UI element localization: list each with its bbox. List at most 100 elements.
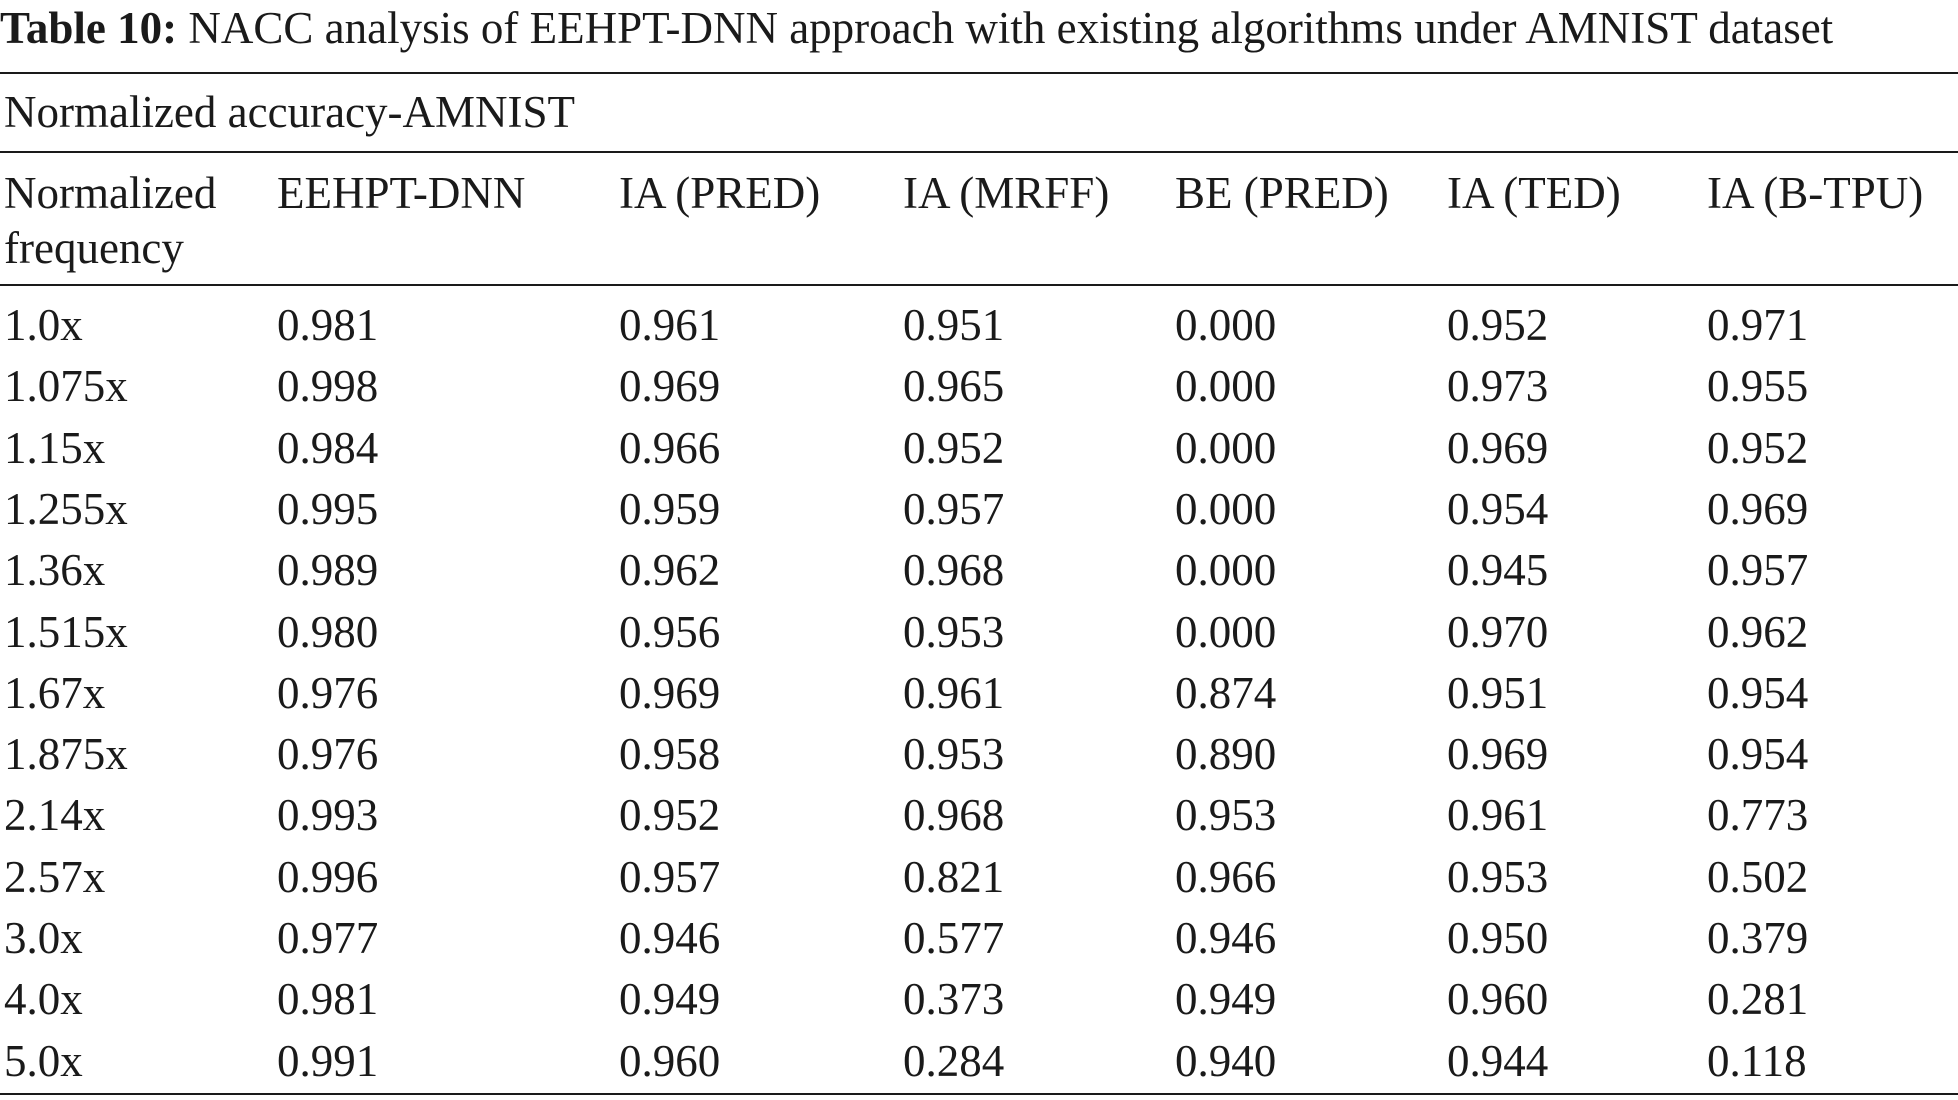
row-label-cell: 2.14x xyxy=(4,790,106,841)
table-cell: 0.996 xyxy=(277,851,379,902)
table-cell: 0.961 xyxy=(1447,790,1549,841)
table-cell: 0.952 xyxy=(1447,300,1549,350)
row-label-cell: 1.67x xyxy=(4,667,106,718)
table-cell: 0.980 xyxy=(277,606,379,657)
bottom-rule xyxy=(0,1093,1958,1095)
table-cell: 0.961 xyxy=(903,667,1005,718)
table-cell: 0.956 xyxy=(619,606,721,657)
table-cell: 0.000 xyxy=(1175,422,1277,473)
table-cell: 0.957 xyxy=(619,851,721,902)
table-cell: 0.960 xyxy=(619,1035,721,1086)
column-header: IA (B-TPU) xyxy=(1707,168,1924,218)
header-rule xyxy=(0,284,1958,286)
row-label-cell: 1.075x xyxy=(4,361,128,412)
row-label-cell: 3.0x xyxy=(4,913,83,963)
row-label-cell: 1.0x xyxy=(4,300,83,350)
table-cell: 0.949 xyxy=(1175,974,1277,1025)
table-cell: 0.970 xyxy=(1447,606,1549,657)
table-cell: 0.969 xyxy=(1447,422,1549,473)
table-cell: 0.373 xyxy=(903,974,1005,1025)
table-cell: 0.965 xyxy=(903,361,1005,412)
table-cell: 0.118 xyxy=(1707,1035,1807,1086)
row-label-cell: 1.515x xyxy=(4,606,128,657)
table-cell: 0.000 xyxy=(1175,545,1277,596)
table-cell: 0.968 xyxy=(903,790,1005,841)
table-cell: 0.958 xyxy=(619,729,721,780)
column-header: BE (PRED) xyxy=(1175,168,1389,218)
table-cell: 0.989 xyxy=(277,545,379,596)
table-cell: 0.981 xyxy=(277,300,379,350)
table-cell: 0.951 xyxy=(903,300,1005,350)
row-label-cell: 1.15x xyxy=(4,422,106,473)
table-cell: 0.976 xyxy=(277,667,379,718)
table-cell: 0.284 xyxy=(903,1035,1005,1086)
table-cell: 0.890 xyxy=(1175,729,1277,780)
table-cell: 0.951 xyxy=(1447,667,1549,718)
table-cell: 0.973 xyxy=(1447,361,1549,412)
table-cell: 0.957 xyxy=(1707,545,1809,596)
table-cell: 0.981 xyxy=(277,974,379,1025)
table-cell: 0.952 xyxy=(1707,422,1809,473)
table-cell: 0.944 xyxy=(1447,1035,1549,1086)
table-cell: 0.379 xyxy=(1707,913,1809,963)
table-cell: 0.954 xyxy=(1707,729,1809,780)
table-cell: 0.959 xyxy=(619,483,721,534)
row-label-cell: 1.875x xyxy=(4,729,128,780)
table-cell: 0.953 xyxy=(1175,790,1277,841)
table-cell: 0.971 xyxy=(1707,300,1809,350)
top-rule xyxy=(0,72,1958,74)
table-cell: 0.955 xyxy=(1707,361,1809,412)
row-label-cell: 4.0x xyxy=(4,974,83,1025)
table-cell: 0.821 xyxy=(903,851,1005,902)
table-cell: 0.977 xyxy=(277,913,379,963)
column-header: IA (TED) xyxy=(1447,168,1621,218)
subheader-rule xyxy=(0,151,1958,153)
row-label-cell: 2.57x xyxy=(4,851,106,902)
table-cell: 0.954 xyxy=(1447,483,1549,534)
table-cell: 0.957 xyxy=(903,483,1005,534)
table-cell: 0.961 xyxy=(619,300,721,350)
table-cell: 0.000 xyxy=(1175,361,1277,412)
table-cell: 0.954 xyxy=(1707,667,1809,718)
table-cell: 0.000 xyxy=(1175,606,1277,657)
table-cell: 0.962 xyxy=(619,545,721,596)
table-cell: 0.966 xyxy=(619,422,721,473)
table-cell: 0.940 xyxy=(1175,1035,1277,1086)
row-label-cell: 5.0x xyxy=(4,1035,83,1086)
table-cell: 0.773 xyxy=(1707,790,1809,841)
table-cell: 0.949 xyxy=(619,974,721,1025)
column-header: Normalized xyxy=(4,168,217,218)
table-cell: 0.991 xyxy=(277,1035,379,1086)
table-cell: 0.966 xyxy=(1175,851,1277,902)
table-cell: 0.953 xyxy=(1447,851,1549,902)
column-header: IA (PRED) xyxy=(619,168,821,218)
table-cell: 0.976 xyxy=(277,729,379,780)
table-cell: 0.969 xyxy=(619,667,721,718)
table-cell: 0.998 xyxy=(277,361,379,412)
row-label-cell: 1.255x xyxy=(4,483,128,534)
table-cell: 0.995 xyxy=(277,483,379,534)
table-cell: 0.993 xyxy=(277,790,379,841)
table-cell: 0.502 xyxy=(1707,851,1809,902)
table-cell: 0.946 xyxy=(619,913,721,963)
table-cell: 0.950 xyxy=(1447,913,1549,963)
table-cell: 0.953 xyxy=(903,729,1005,780)
table-cell: 0.953 xyxy=(903,606,1005,657)
table-cell: 0.968 xyxy=(903,545,1005,596)
table-cell: 0.960 xyxy=(1447,974,1549,1025)
column-header: frequency xyxy=(4,223,184,273)
table-cell: 0.946 xyxy=(1175,913,1277,963)
column-header: EEHPT-DNN xyxy=(277,168,526,218)
table-cell: 0.969 xyxy=(1707,483,1809,534)
table-cell: 0.984 xyxy=(277,422,379,473)
table-cell: 0.969 xyxy=(1447,729,1549,780)
column-header: IA (MRFF) xyxy=(903,168,1110,218)
table-subheader: Normalized accuracy-AMNIST xyxy=(4,87,576,137)
table-cell: 0.000 xyxy=(1175,300,1277,350)
table-cell: 0.945 xyxy=(1447,545,1549,596)
table-caption-label: Table 10: xyxy=(0,3,178,53)
table-cell: 0.962 xyxy=(1707,606,1809,657)
table-cell: 0.577 xyxy=(903,913,1005,963)
table-cell: 0.000 xyxy=(1175,483,1277,534)
table-cell: 0.969 xyxy=(619,361,721,412)
